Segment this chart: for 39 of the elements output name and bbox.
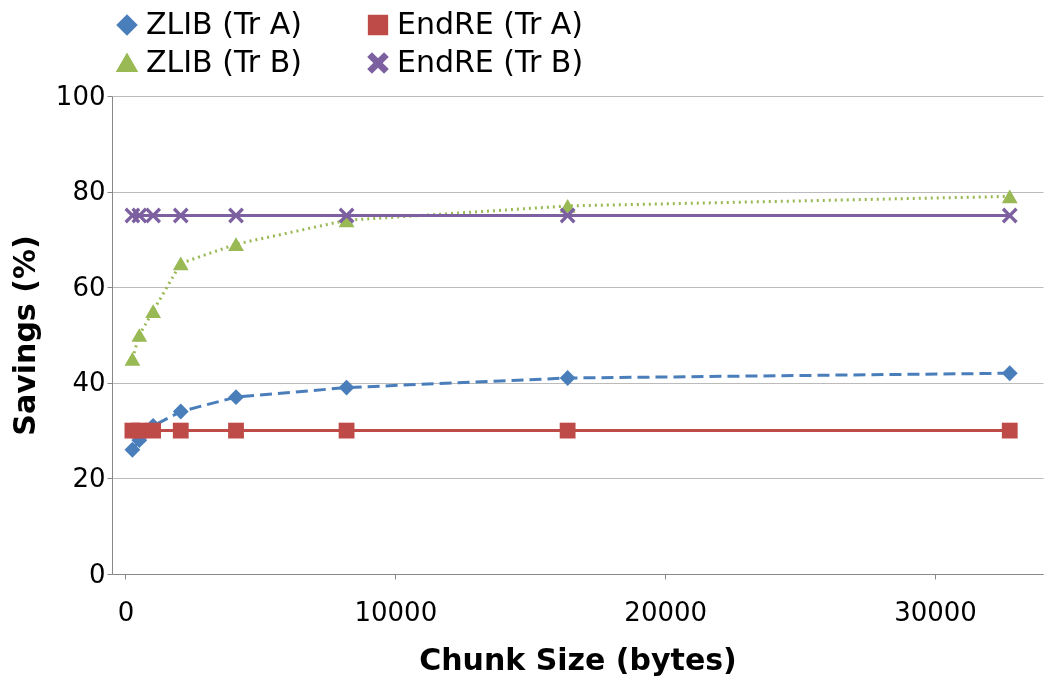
x-tick-label: 20000: [624, 596, 708, 627]
point: [124, 441, 141, 458]
y-tick-label: 40: [72, 367, 106, 398]
x-tick-label: 30000: [894, 596, 977, 627]
x-tick-label: 0: [117, 596, 135, 627]
point: [338, 207, 355, 224]
legend-label: ZLIB (Tr A): [146, 6, 302, 41]
point: [172, 256, 189, 271]
y-tick-label: 0: [88, 558, 106, 589]
point: [228, 422, 244, 439]
point: [228, 389, 244, 406]
point: [338, 422, 355, 439]
point: [172, 403, 189, 420]
legend-label: ZLIB (Tr B): [146, 44, 303, 79]
y-axis-title: Savings (%): [6, 235, 42, 436]
point: [559, 207, 576, 224]
y-tick-label: 20: [72, 462, 106, 493]
point: [131, 207, 148, 224]
point: [172, 207, 189, 224]
point: [1001, 207, 1018, 224]
point: [172, 422, 189, 439]
point: [338, 379, 355, 396]
point: [145, 304, 162, 318]
point: [1001, 422, 1018, 439]
y-tick-label: 60: [72, 271, 106, 302]
x-axis-title: Chunk Size (bytes): [419, 641, 737, 677]
y-tick-label: 100: [55, 80, 106, 111]
point: [124, 352, 141, 366]
legend-label: EndRE (Tr A): [397, 6, 584, 41]
point: [228, 237, 244, 252]
point: [131, 328, 148, 342]
point: [559, 422, 576, 439]
point: [1001, 189, 1018, 204]
point: [145, 422, 162, 439]
point: [559, 370, 576, 386]
y-tick-label: 80: [72, 176, 106, 207]
x-tick-label: 10000: [354, 596, 438, 627]
legend-label: EndRE (Tr B): [397, 44, 584, 79]
point: [1001, 365, 1018, 382]
